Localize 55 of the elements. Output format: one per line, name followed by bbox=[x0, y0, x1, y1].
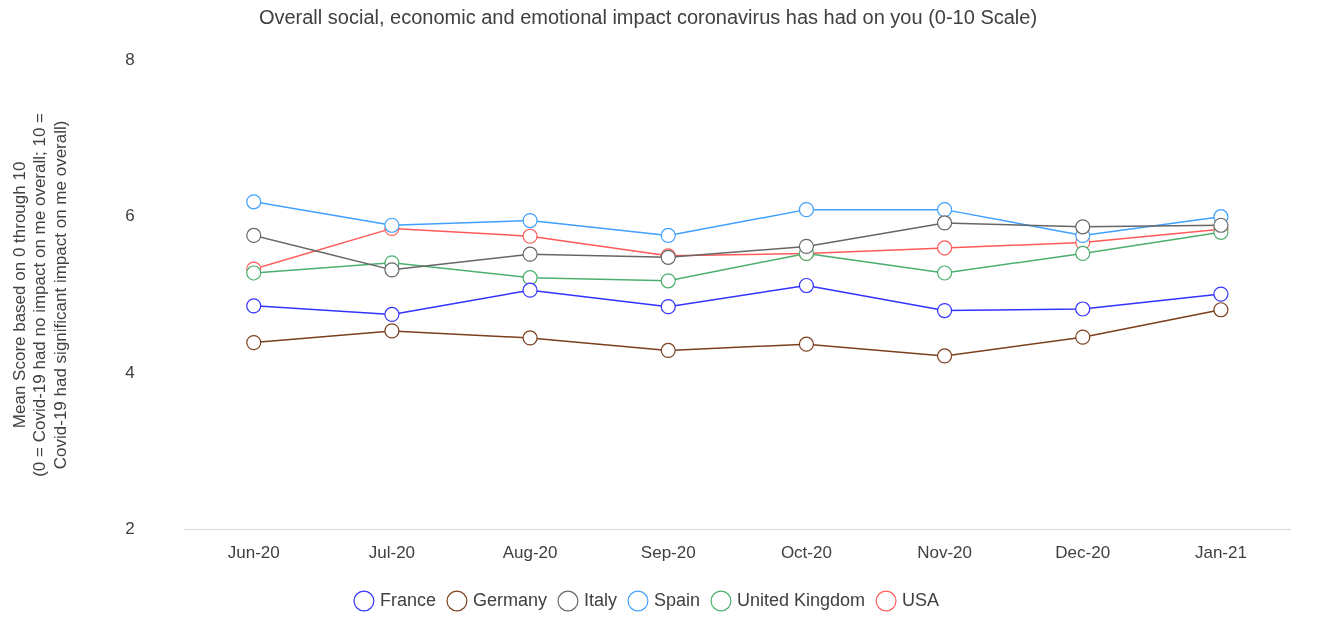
point bbox=[936, 240, 953, 256]
point bbox=[522, 228, 538, 244]
point bbox=[798, 202, 815, 218]
point bbox=[384, 262, 400, 278]
point bbox=[384, 306, 400, 323]
point bbox=[246, 335, 262, 351]
y-tick-label: 2 bbox=[125, 519, 135, 539]
x-tick-label: Jan-21 bbox=[1194, 543, 1247, 563]
point bbox=[936, 348, 953, 364]
point bbox=[936, 302, 953, 319]
point bbox=[1075, 301, 1091, 317]
point bbox=[246, 298, 262, 314]
point bbox=[246, 227, 262, 244]
x-tick-label: Jun-20 bbox=[227, 543, 280, 563]
point bbox=[660, 227, 676, 244]
y-tick-label: 8 bbox=[125, 49, 135, 69]
y-axis-title: Mean Score based on 0 through 10 (0 = Covid-19 had no impact on me overall; 10 = Covid-19 had significant impact on me overall) bbox=[9, 112, 70, 477]
x-tick-label: Nov-20 bbox=[917, 543, 972, 563]
x-tick-label: Sep-20 bbox=[640, 543, 696, 563]
point bbox=[246, 194, 262, 210]
point bbox=[936, 265, 953, 281]
legend-label: Spain bbox=[653, 589, 701, 610]
point bbox=[246, 265, 262, 281]
legend-label: France bbox=[379, 589, 436, 610]
point bbox=[1213, 286, 1229, 302]
legend-label: USA bbox=[902, 589, 940, 610]
x-tick-label: Dec-20 bbox=[1055, 543, 1111, 563]
point bbox=[384, 323, 400, 339]
y-tick-label: 6 bbox=[125, 206, 135, 226]
point bbox=[1075, 329, 1091, 345]
legend-label: Germany bbox=[472, 589, 547, 610]
point bbox=[1075, 219, 1091, 235]
point bbox=[1075, 245, 1091, 262]
point bbox=[1213, 302, 1229, 318]
y-tick-label: 4 bbox=[125, 362, 135, 382]
point bbox=[936, 215, 953, 231]
x-tick-label: Jul-20 bbox=[368, 543, 416, 563]
chart-title: Overall social, economic and emotional impact coronavirus has had on you (0-10 Scale) bbox=[258, 5, 1038, 28]
legend-label: United Kingdom bbox=[737, 589, 866, 610]
point bbox=[1213, 217, 1229, 233]
x-tick-label: Aug-20 bbox=[502, 543, 558, 563]
point bbox=[522, 282, 538, 298]
point bbox=[660, 299, 676, 315]
point bbox=[660, 342, 676, 359]
point bbox=[798, 277, 815, 294]
point bbox=[798, 238, 815, 254]
point bbox=[660, 273, 676, 289]
point bbox=[522, 246, 538, 262]
point bbox=[522, 330, 538, 346]
point bbox=[936, 202, 953, 218]
point bbox=[522, 270, 538, 286]
point bbox=[798, 336, 815, 352]
x-tick-label: Oct-20 bbox=[780, 543, 832, 563]
legend-label: Italy bbox=[583, 589, 617, 610]
point bbox=[522, 212, 538, 229]
